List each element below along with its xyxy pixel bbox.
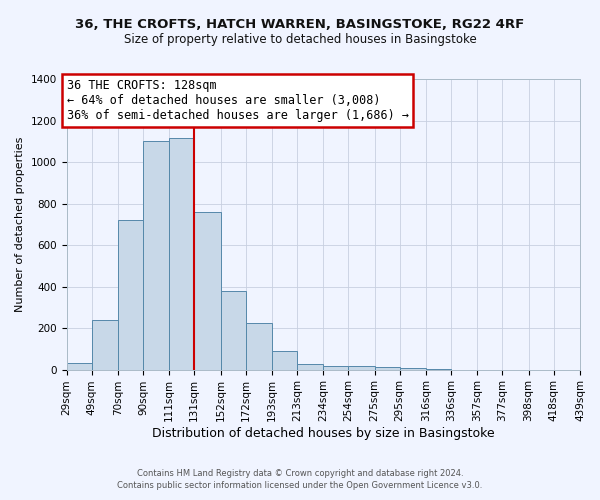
Bar — [297, 364, 323, 370]
Text: 36 THE CROFTS: 128sqm
← 64% of detached houses are smaller (3,008)
36% of semi-d: 36 THE CROFTS: 128sqm ← 64% of detached … — [67, 79, 409, 122]
X-axis label: Distribution of detached houses by size in Basingstoke: Distribution of detached houses by size … — [152, 427, 494, 440]
Bar — [118, 220, 143, 370]
Text: 36, THE CROFTS, HATCH WARREN, BASINGSTOKE, RG22 4RF: 36, THE CROFTS, HATCH WARREN, BASINGSTOK… — [76, 18, 524, 30]
Text: Contains public sector information licensed under the Open Government Licence v3: Contains public sector information licen… — [118, 481, 482, 490]
Bar — [400, 368, 426, 370]
Bar — [143, 142, 169, 370]
Bar — [374, 367, 400, 370]
Bar — [272, 351, 297, 370]
Text: Contains HM Land Registry data © Crown copyright and database right 2024.: Contains HM Land Registry data © Crown c… — [137, 468, 463, 477]
Bar — [92, 320, 118, 370]
Bar — [67, 364, 92, 370]
Bar — [323, 366, 349, 370]
Bar — [349, 366, 374, 370]
Bar — [169, 138, 194, 370]
Bar — [194, 212, 221, 370]
Bar — [245, 323, 272, 370]
Bar — [221, 291, 245, 370]
Text: Size of property relative to detached houses in Basingstoke: Size of property relative to detached ho… — [124, 32, 476, 46]
Y-axis label: Number of detached properties: Number of detached properties — [15, 136, 25, 312]
